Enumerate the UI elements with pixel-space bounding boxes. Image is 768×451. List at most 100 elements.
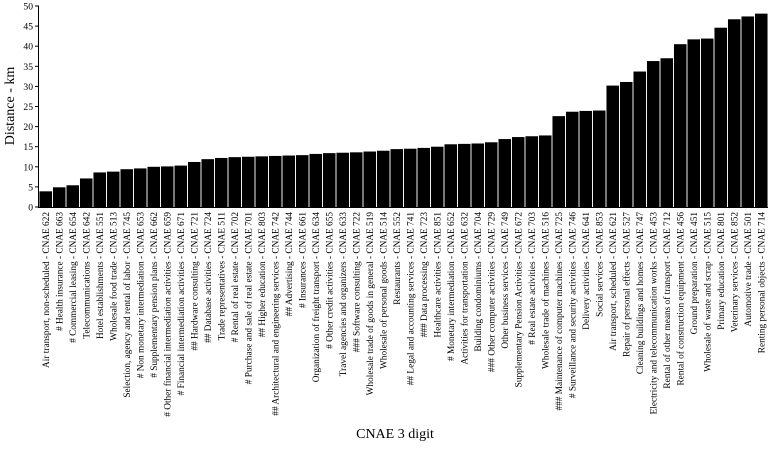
x-category-label: # Supplementary pension plans - CNAE 662 <box>150 212 160 378</box>
bar <box>106 171 120 207</box>
y-tick-label: 30 <box>23 82 33 93</box>
x-category-label: Air transport, scheduled - CNAE 621 <box>609 212 619 351</box>
x-category-label: # Other credit activities - CNAE 655 <box>325 212 335 349</box>
x-axis-category-labels: Air transport, non-scheduled - CNAE 622 #… <box>42 212 768 417</box>
y-tick-label: 40 <box>23 42 33 53</box>
x-category-label: Electricity and telecommunication works … <box>649 212 659 415</box>
x-category-label: # Real estate activities - CNAE 703 <box>528 212 538 345</box>
bar <box>282 155 296 207</box>
x-category-label: Air transport, non-scheduled - CNAE 622 <box>42 212 52 368</box>
bar <box>471 143 485 207</box>
x-category-label: # Other financial intermediation activit… <box>162 212 173 417</box>
bar <box>525 136 539 207</box>
x-category-label: ### Maintenance of computer machines - C… <box>554 212 565 411</box>
bar <box>336 152 350 207</box>
bar <box>538 135 552 207</box>
x-category-label: ## Advertising - CNAE 744 <box>285 212 295 317</box>
bar <box>673 44 687 207</box>
bar <box>363 151 377 207</box>
x-category-label: Healthcare activities - CNAE 851 <box>433 212 443 338</box>
x-category-label: Selection, agency and rental of labor - … <box>122 212 133 398</box>
bar <box>646 61 660 207</box>
bar <box>403 148 417 207</box>
x-category-label: Ground preparation - CNAE 451 <box>690 212 700 335</box>
bar <box>39 191 53 207</box>
bar <box>687 39 701 208</box>
bar <box>714 27 728 207</box>
bar <box>322 153 336 207</box>
bar <box>349 152 363 207</box>
x-category-label: Telecommunications - CNAE 642 <box>82 212 92 339</box>
bars <box>39 13 768 208</box>
x-category-label: Veterinary services - CNAE 852 <box>730 212 740 333</box>
x-category-label: # Monetary intermediation - CNAE 652 <box>447 212 457 361</box>
x-category-label: Delivery activities - CNAE 641 <box>582 212 592 330</box>
x-category-label: Rental of other means of transport - CNA… <box>662 212 673 389</box>
bar <box>214 157 228 207</box>
x-category-label: ## Legal and accounting services - CNAE … <box>406 212 416 386</box>
x-category-label: Supplementary Pension Activities - CNAE … <box>514 212 524 388</box>
bar <box>295 155 309 207</box>
bar <box>565 111 579 207</box>
bar <box>79 178 93 207</box>
bar <box>255 156 269 207</box>
x-category-label: Other business services - CNAE 749 <box>501 212 511 349</box>
bar <box>228 157 242 207</box>
x-category-label: ## Architectural and engineering service… <box>271 212 281 416</box>
x-category-label: Primary education - CNAE 801 <box>717 212 727 330</box>
y-tick-label: 45 <box>23 22 33 33</box>
x-category-label: Wholesale of waste and scrap - CNAE 515 <box>702 212 713 372</box>
bar <box>457 143 471 207</box>
bar <box>498 139 512 207</box>
y-tick-label: 5 <box>28 182 33 193</box>
x-axis-title: CNAE 3 digit <box>356 427 434 442</box>
x-category-label: # Financial intermediation activities - … <box>177 212 187 396</box>
x-category-label: ## Database activities - CNAE 724 <box>204 212 214 343</box>
y-tick-label: 20 <box>23 122 33 133</box>
x-category-label: ### Other computer activities - CNAE 729 <box>487 212 497 372</box>
x-category-label: # Health insurance - CNAE 663 <box>55 212 65 331</box>
x-category-label: Cleaning buildings and homes - CNAE 747 <box>636 212 646 375</box>
bar <box>268 155 282 207</box>
bar <box>309 153 323 207</box>
bar <box>606 85 620 207</box>
bar <box>147 166 161 207</box>
x-category-label: ## Higher education - CNAE 803 <box>258 212 268 338</box>
bar <box>376 150 390 207</box>
bar <box>52 187 66 207</box>
bar <box>417 147 431 207</box>
bar <box>93 172 107 207</box>
bar <box>201 159 215 207</box>
x-category-label: Rental of construction equipment - CNAE … <box>675 212 686 386</box>
bar <box>444 144 458 207</box>
bar <box>430 146 444 207</box>
y-axis-title: Distance - km <box>3 67 18 146</box>
x-category-label: Renting personal objects - CNAE 714 <box>757 212 767 354</box>
bar <box>741 16 755 208</box>
x-category-label: Restaurants - CNAE 552 <box>393 212 403 305</box>
y-tick-label: 0 <box>28 203 33 214</box>
bar <box>633 71 647 207</box>
bar <box>660 58 674 208</box>
x-category-label: # Insurances - CNAE 661 <box>298 212 308 308</box>
x-category-label: Repair of personal effects - CNAE 527 <box>621 212 632 357</box>
bar <box>66 185 80 207</box>
bar <box>619 81 633 207</box>
bar <box>552 116 566 207</box>
y-tick-label: 25 <box>23 102 33 113</box>
y-axis-ticks: 0 5 10 15 20 25 30 35 40 45 50 <box>23 2 39 214</box>
x-category-label: Building condominiums - CNAE 704 <box>474 212 484 352</box>
x-category-label: Hotel establishments - CNAE 551 <box>96 212 106 339</box>
x-category-label: Automotive trade - CNAE 501 <box>744 212 754 327</box>
bar <box>592 110 606 207</box>
bar <box>187 161 201 207</box>
x-category-label: Trade representatives - CNAE 511 <box>217 212 227 341</box>
bar <box>241 156 255 207</box>
x-category-label: Wholesale trade of goods in general - CN… <box>365 212 376 396</box>
x-category-label: # Non monetary intermediation - CNAE 653 <box>136 212 146 379</box>
bar <box>579 110 593 207</box>
x-category-label: # Purchase and sale of real estate - CNA… <box>243 212 254 385</box>
bar <box>484 142 498 207</box>
bar <box>727 19 741 207</box>
x-category-label: # Rental of real estate - CNAE 702 <box>230 212 241 343</box>
